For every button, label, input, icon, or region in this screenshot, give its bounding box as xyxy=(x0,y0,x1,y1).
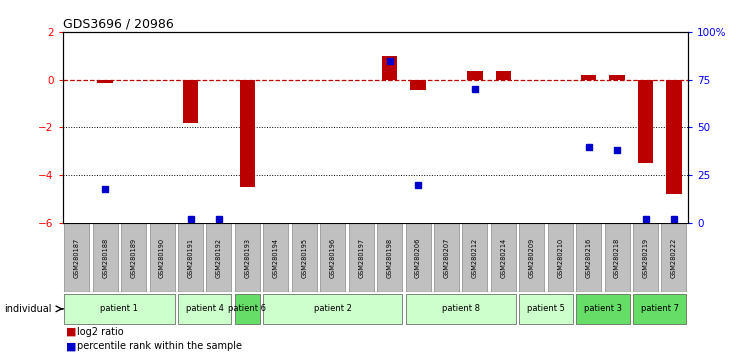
Bar xyxy=(320,223,345,292)
Bar xyxy=(235,223,260,292)
Text: GSM280216: GSM280216 xyxy=(586,238,592,278)
Text: GSM280222: GSM280222 xyxy=(671,237,677,278)
Bar xyxy=(520,223,545,292)
Bar xyxy=(548,223,573,292)
Bar xyxy=(178,223,203,292)
Text: individual: individual xyxy=(4,304,52,314)
Bar xyxy=(576,223,601,292)
Bar xyxy=(263,294,402,324)
Bar xyxy=(206,223,232,292)
Bar xyxy=(662,223,687,292)
Text: GSM280188: GSM280188 xyxy=(102,238,108,278)
Bar xyxy=(491,223,516,292)
Text: GSM280194: GSM280194 xyxy=(273,238,279,278)
Bar xyxy=(576,294,629,324)
Text: GSM280212: GSM280212 xyxy=(472,238,478,278)
Text: GSM280197: GSM280197 xyxy=(358,238,364,278)
Bar xyxy=(64,223,89,292)
Bar xyxy=(520,294,573,324)
Text: GSM280210: GSM280210 xyxy=(557,238,563,278)
Bar xyxy=(235,294,260,324)
Text: percentile rank within the sample: percentile rank within the sample xyxy=(77,341,242,351)
Text: GSM280196: GSM280196 xyxy=(330,238,336,278)
Text: GSM280214: GSM280214 xyxy=(500,238,506,278)
Bar xyxy=(495,71,511,80)
Bar xyxy=(434,223,459,292)
Text: patient 2: patient 2 xyxy=(314,304,352,313)
Text: GSM280189: GSM280189 xyxy=(131,238,137,278)
Text: GSM280206: GSM280206 xyxy=(415,237,421,278)
Bar xyxy=(93,223,118,292)
Bar xyxy=(240,80,255,187)
Bar xyxy=(410,80,426,90)
Text: GSM280207: GSM280207 xyxy=(444,237,450,278)
Text: GSM280198: GSM280198 xyxy=(386,238,392,278)
Bar xyxy=(581,75,596,80)
Text: patient 5: patient 5 xyxy=(527,304,565,313)
Text: log2 ratio: log2 ratio xyxy=(77,327,124,337)
Text: patient 3: patient 3 xyxy=(584,304,622,313)
Bar xyxy=(291,223,316,292)
Bar xyxy=(633,223,658,292)
Text: patient 7: patient 7 xyxy=(641,304,679,313)
Text: patient 8: patient 8 xyxy=(442,304,480,313)
Bar xyxy=(149,223,174,292)
Bar xyxy=(604,223,629,292)
Text: GSM280191: GSM280191 xyxy=(188,238,194,278)
Text: GSM280219: GSM280219 xyxy=(643,238,648,278)
Text: GSM280195: GSM280195 xyxy=(301,238,307,278)
Text: GSM280192: GSM280192 xyxy=(216,238,222,278)
Bar xyxy=(666,80,682,194)
Bar xyxy=(64,294,174,324)
Text: ■: ■ xyxy=(66,341,77,351)
Text: ■: ■ xyxy=(66,327,77,337)
Text: GSM280190: GSM280190 xyxy=(159,238,165,278)
Bar xyxy=(178,294,232,324)
Text: GSM280209: GSM280209 xyxy=(528,238,535,278)
Text: GSM280218: GSM280218 xyxy=(614,238,620,278)
Bar xyxy=(263,223,289,292)
Bar xyxy=(382,56,397,80)
Bar xyxy=(183,80,198,122)
Bar xyxy=(637,80,654,163)
Text: GSM280187: GSM280187 xyxy=(74,238,79,278)
Bar xyxy=(462,223,487,292)
Text: patient 6: patient 6 xyxy=(228,304,266,313)
Text: GDS3696 / 20986: GDS3696 / 20986 xyxy=(63,18,173,31)
Text: GSM280193: GSM280193 xyxy=(244,238,250,278)
Bar xyxy=(121,223,146,292)
Bar xyxy=(406,294,516,324)
Bar xyxy=(377,223,402,292)
Bar xyxy=(633,294,687,324)
Bar xyxy=(406,223,431,292)
Bar xyxy=(609,75,625,80)
Bar xyxy=(349,223,374,292)
Text: patient 1: patient 1 xyxy=(101,304,138,313)
Bar xyxy=(467,71,483,80)
Bar xyxy=(97,80,113,83)
Text: patient 4: patient 4 xyxy=(185,304,224,313)
